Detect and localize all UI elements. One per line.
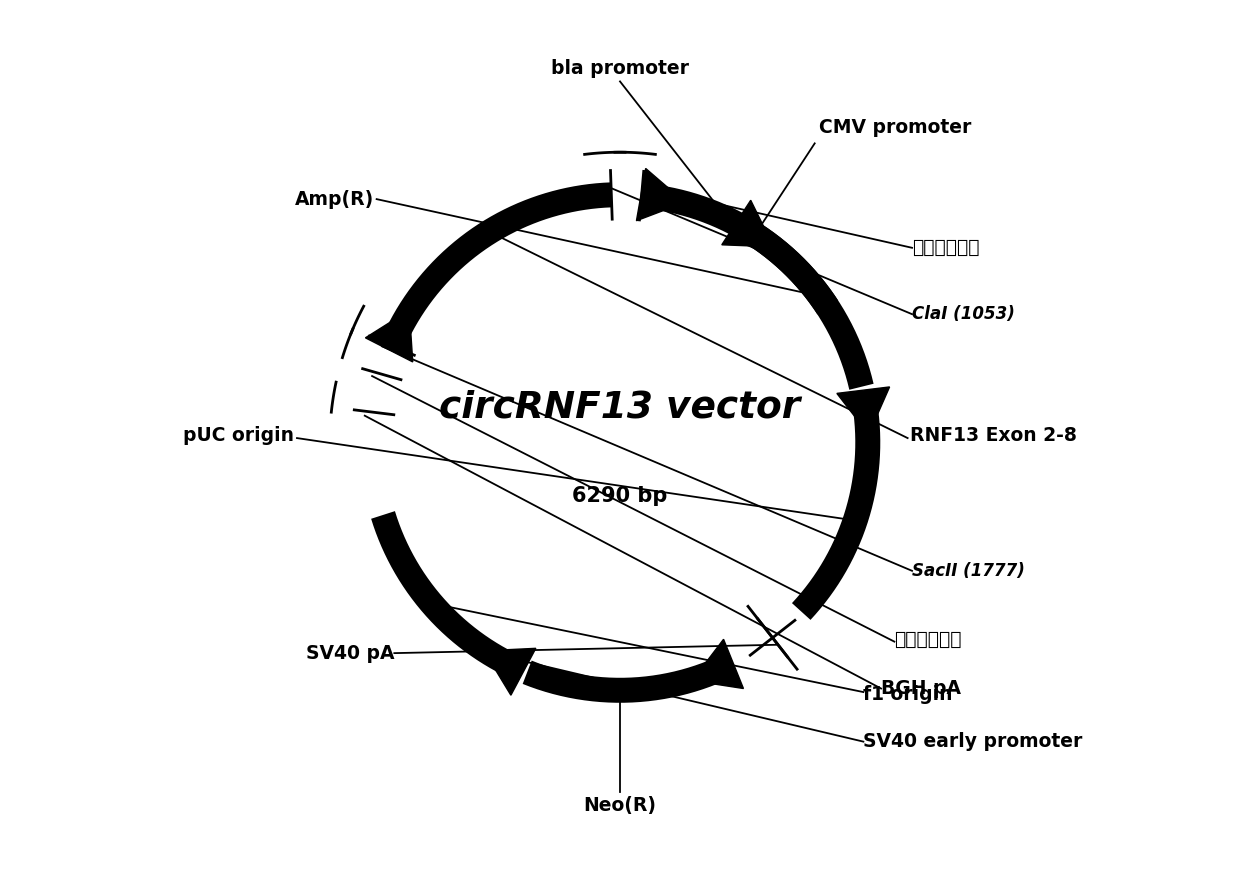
Text: SV40 early promoter: SV40 early promoter <box>863 732 1083 751</box>
Polygon shape <box>366 310 413 362</box>
Text: BGH pA: BGH pA <box>882 679 961 698</box>
Text: f1 origin: f1 origin <box>863 685 952 704</box>
Polygon shape <box>636 168 684 220</box>
Text: circRNF13 vector: circRNF13 vector <box>439 389 801 425</box>
Text: ClaI (1053): ClaI (1053) <box>913 305 1014 323</box>
Text: pUC origin: pUC origin <box>184 426 294 445</box>
Text: bla promoter: bla promoter <box>551 59 689 78</box>
Text: CMV promoter: CMV promoter <box>820 119 971 137</box>
Polygon shape <box>692 639 744 689</box>
Text: 上游成环序列: 上游成环序列 <box>913 238 980 258</box>
Text: SacII (1777): SacII (1777) <box>913 562 1025 580</box>
Polygon shape <box>837 387 889 435</box>
Text: Neo(R): Neo(R) <box>584 796 656 815</box>
Polygon shape <box>722 200 774 247</box>
Text: 6290 bp: 6290 bp <box>573 486 667 505</box>
Text: RNF13 Exon 2-8: RNF13 Exon 2-8 <box>910 426 1078 445</box>
Text: 下游成环序列: 下游成环序列 <box>894 629 962 649</box>
Polygon shape <box>484 649 536 696</box>
Text: Amp(R): Amp(R) <box>295 189 374 209</box>
Text: SV40 pA: SV40 pA <box>306 643 394 663</box>
